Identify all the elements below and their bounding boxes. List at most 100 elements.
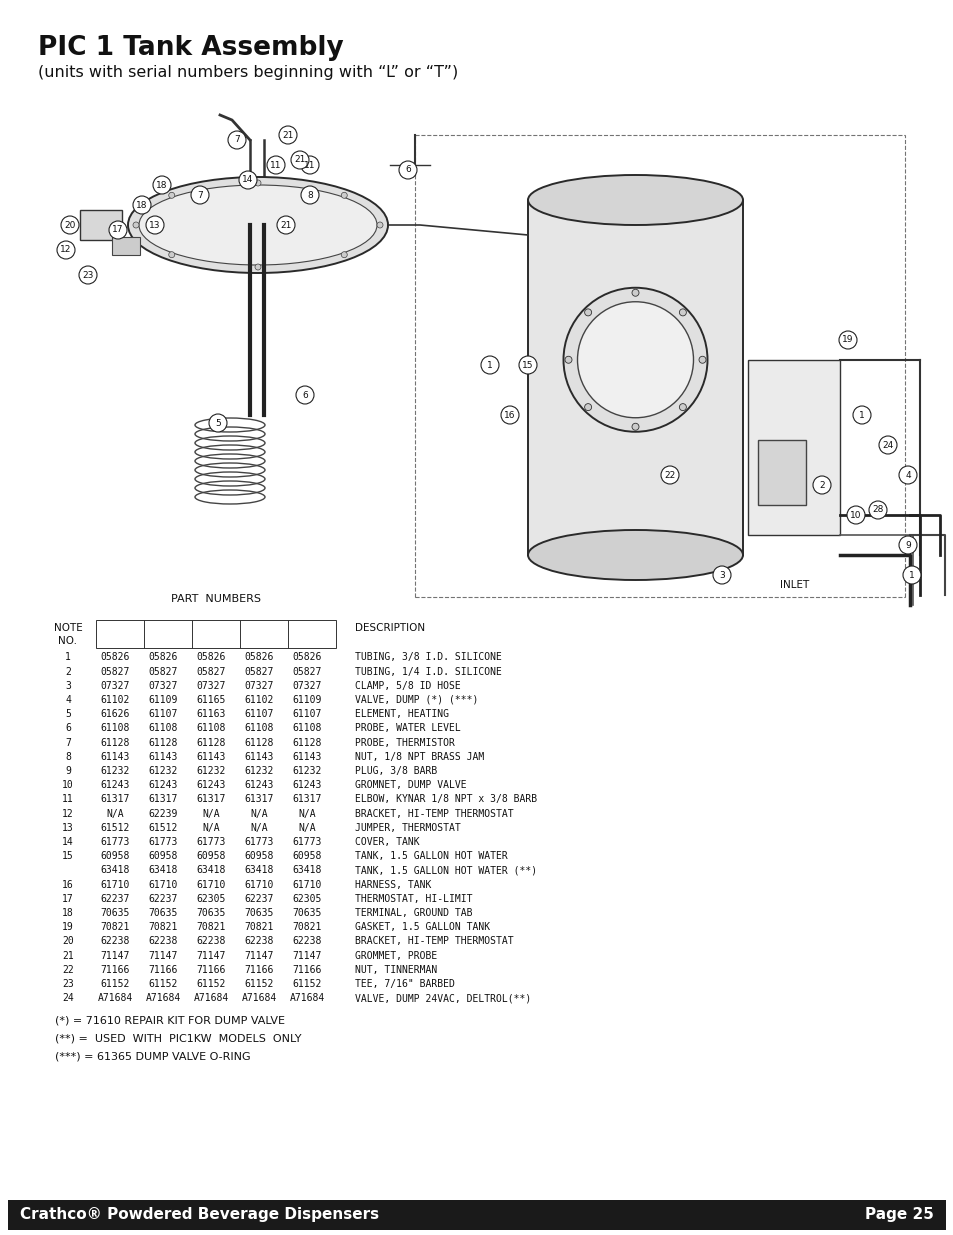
Circle shape xyxy=(191,186,209,204)
Bar xyxy=(112,237,140,254)
Text: 23: 23 xyxy=(62,979,73,989)
Text: 71147: 71147 xyxy=(292,951,321,961)
Text: VALVE, DUMP 24VAC, DELTROL(**): VALVE, DUMP 24VAC, DELTROL(**) xyxy=(355,993,531,1003)
Text: 61152: 61152 xyxy=(292,979,321,989)
Text: 10: 10 xyxy=(849,510,861,520)
Text: 61143: 61143 xyxy=(292,752,321,762)
Text: 61143: 61143 xyxy=(196,752,226,762)
Text: 61773: 61773 xyxy=(100,837,130,847)
Text: 61317: 61317 xyxy=(292,794,321,804)
Ellipse shape xyxy=(527,175,742,225)
Bar xyxy=(758,440,805,505)
Text: 71147: 71147 xyxy=(196,951,226,961)
Text: 61108: 61108 xyxy=(244,724,274,734)
Circle shape xyxy=(169,193,174,199)
Text: 20: 20 xyxy=(62,936,73,946)
Text: 61317: 61317 xyxy=(148,794,177,804)
Text: THERMOSTAT, HI-LIMIT: THERMOSTAT, HI-LIMIT xyxy=(355,894,472,904)
Text: 62237: 62237 xyxy=(244,894,274,904)
Circle shape xyxy=(660,466,679,484)
Circle shape xyxy=(852,406,870,424)
Text: 62238: 62238 xyxy=(148,936,177,946)
Circle shape xyxy=(278,126,296,144)
Circle shape xyxy=(301,156,318,174)
Circle shape xyxy=(631,289,639,296)
Text: 20: 20 xyxy=(64,221,75,230)
Text: 71166: 71166 xyxy=(100,965,130,974)
Text: PLUG, 3/8 BARB: PLUG, 3/8 BARB xyxy=(355,766,436,776)
Circle shape xyxy=(878,436,896,454)
Text: 15: 15 xyxy=(521,361,533,369)
Circle shape xyxy=(132,222,139,228)
Text: 05826: 05826 xyxy=(148,652,177,662)
Text: A71684: A71684 xyxy=(193,993,229,1003)
Text: ELBOW, KYNAR 1/8 NPT x 3/8 BARB: ELBOW, KYNAR 1/8 NPT x 3/8 BARB xyxy=(355,794,537,804)
Text: 62238: 62238 xyxy=(196,936,226,946)
Text: 61243: 61243 xyxy=(244,781,274,790)
Text: 71166: 71166 xyxy=(292,965,321,974)
Text: TERMINAL, GROUND TAB: TERMINAL, GROUND TAB xyxy=(355,908,472,918)
Text: 61232: 61232 xyxy=(100,766,130,776)
Text: NUT, 1/8 NPT BRASS JAM: NUT, 1/8 NPT BRASS JAM xyxy=(355,752,484,762)
Text: 16: 16 xyxy=(504,410,516,420)
Text: 7: 7 xyxy=(65,737,71,747)
Circle shape xyxy=(57,241,75,259)
Circle shape xyxy=(276,216,294,233)
Text: 61143: 61143 xyxy=(244,752,274,762)
Text: 61773: 61773 xyxy=(292,837,321,847)
Text: 61626: 61626 xyxy=(100,709,130,719)
Text: 05827: 05827 xyxy=(100,667,130,677)
Circle shape xyxy=(898,536,916,555)
Text: 05826: 05826 xyxy=(292,652,321,662)
Text: 61243: 61243 xyxy=(100,781,130,790)
Text: 71147: 71147 xyxy=(148,951,177,961)
Text: ELEMENT, HEATING: ELEMENT, HEATING xyxy=(355,709,449,719)
Text: 70821: 70821 xyxy=(196,923,226,932)
Text: 18: 18 xyxy=(156,180,168,189)
Text: 07327: 07327 xyxy=(196,680,226,690)
Text: JUMPER, THERMOSTAT: JUMPER, THERMOSTAT xyxy=(355,823,460,832)
Text: TUBING, 3/8 I.D. SILICONE: TUBING, 3/8 I.D. SILICONE xyxy=(355,652,501,662)
Text: BRACKET, HI-TEMP THERMOSTAT: BRACKET, HI-TEMP THERMOSTAT xyxy=(355,809,513,819)
Text: 63418: 63418 xyxy=(148,866,177,876)
Circle shape xyxy=(812,475,830,494)
Text: 70821: 70821 xyxy=(100,923,130,932)
Text: 62238: 62238 xyxy=(292,936,321,946)
Text: 21: 21 xyxy=(62,951,73,961)
Circle shape xyxy=(480,356,498,374)
Text: 61128: 61128 xyxy=(148,737,177,747)
Ellipse shape xyxy=(139,185,376,266)
Text: “Q”: “Q” xyxy=(250,636,268,646)
Text: 61152: 61152 xyxy=(148,979,177,989)
Text: 61108: 61108 xyxy=(148,724,177,734)
Ellipse shape xyxy=(527,530,742,580)
Bar xyxy=(96,620,335,648)
Text: 61710: 61710 xyxy=(196,879,226,889)
Text: 71166: 71166 xyxy=(244,965,274,974)
Text: 60958: 60958 xyxy=(292,851,321,861)
Text: 60958: 60958 xyxy=(100,851,130,861)
Text: 61317: 61317 xyxy=(196,794,226,804)
Circle shape xyxy=(146,216,164,233)
Text: 61109: 61109 xyxy=(292,695,321,705)
Text: 230V: 230V xyxy=(150,622,176,634)
Text: 61107: 61107 xyxy=(148,709,177,719)
Text: 11: 11 xyxy=(62,794,73,804)
Text: INLET: INLET xyxy=(780,580,809,590)
Text: “J”: “J” xyxy=(204,636,217,646)
Text: GROMNET, DUMP VALVE: GROMNET, DUMP VALVE xyxy=(355,781,466,790)
Ellipse shape xyxy=(128,177,388,273)
Text: 61232: 61232 xyxy=(292,766,321,776)
Text: 63418: 63418 xyxy=(100,866,130,876)
Text: N/A: N/A xyxy=(250,823,268,832)
Text: 62237: 62237 xyxy=(100,894,130,904)
Text: 71147: 71147 xyxy=(100,951,130,961)
Circle shape xyxy=(295,387,314,404)
Text: NUT, TINNERMAN: NUT, TINNERMAN xyxy=(355,965,436,974)
Circle shape xyxy=(868,501,886,519)
Text: 70635: 70635 xyxy=(196,908,226,918)
Circle shape xyxy=(518,356,537,374)
Text: 4: 4 xyxy=(65,695,71,705)
Circle shape xyxy=(699,356,705,363)
Text: 5: 5 xyxy=(214,419,221,427)
